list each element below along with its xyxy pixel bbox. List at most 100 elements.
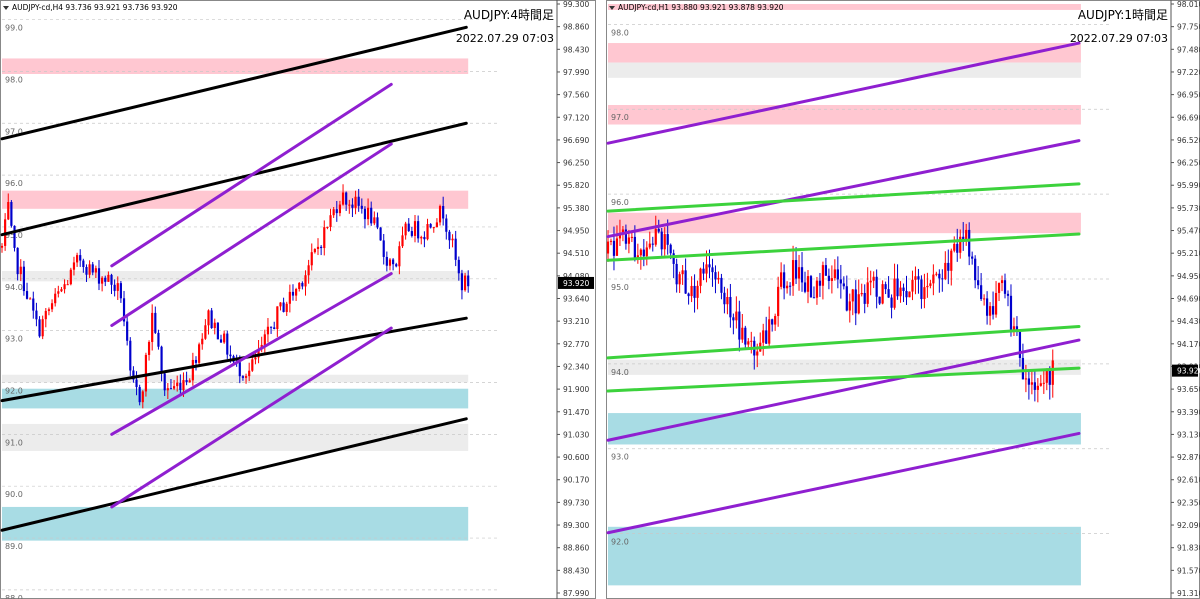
- candle-body: [624, 229, 628, 244]
- candle-body: [741, 327, 744, 340]
- candle-body: [935, 273, 938, 275]
- candle-body: [144, 354, 148, 392]
- trendline[interactable]: [606, 182, 1081, 213]
- candle-body: [285, 303, 288, 312]
- chart-frame: [0, 0, 596, 599]
- trendline[interactable]: [606, 366, 1081, 393]
- trendline[interactable]: [606, 139, 1081, 239]
- symbol-info: AUDJPY-cd,H4 93.736 93.921 93.736 93.920: [12, 3, 178, 12]
- h1-chart-panel[interactable]: 98.0 97.0 96.0 95.0 94.0 93.0 92.0 98.010 97.750…: [606, 0, 1200, 599]
- price-tick-label: 89.300: [563, 521, 589, 530]
- collapse-triangle-icon[interactable]: [609, 6, 615, 10]
- candle-body: [932, 274, 935, 284]
- candle-body: [857, 294, 860, 314]
- candle-body: [1039, 383, 1042, 386]
- candle-body: [618, 233, 622, 239]
- price-tick-label: 91.310: [1177, 589, 1200, 598]
- candle-body: [702, 268, 705, 274]
- neutral-zone: [2, 271, 469, 282]
- trendline[interactable]: [606, 41, 1081, 145]
- candle-body: [762, 330, 765, 343]
- trendline[interactable]: [0, 417, 468, 532]
- candle-body: [947, 262, 950, 271]
- trendline[interactable]: [110, 82, 393, 268]
- candle-body: [420, 236, 423, 239]
- candle-body: [956, 243, 959, 253]
- trendline[interactable]: [110, 142, 393, 327]
- candle-body: [32, 298, 35, 311]
- candle-body: [854, 289, 857, 314]
- level-label: 98.0: [611, 28, 629, 37]
- price-tick-label: 89.730: [563, 498, 589, 507]
- candle-body: [204, 325, 207, 339]
- h4-chart-svg[interactable]: 99.098.097.096.095.094.093.092.091.090.0…: [0, 0, 596, 599]
- candle-body: [1024, 378, 1028, 380]
- candle-body: [609, 240, 613, 242]
- candle-body: [941, 278, 944, 280]
- candle-body: [404, 223, 407, 236]
- candle-body: [60, 289, 63, 292]
- candle-body: [771, 319, 774, 325]
- price-tick-label: 91.030: [563, 430, 589, 439]
- candle-body: [965, 229, 968, 241]
- trendline[interactable]: [0, 25, 468, 141]
- candle-body: [693, 285, 696, 298]
- price-tick-label: 97.560: [563, 91, 589, 100]
- candle-body: [705, 264, 708, 274]
- candle-body: [738, 311, 741, 340]
- trendline[interactable]: [606, 325, 1081, 360]
- price-tick-label: 93.390: [1177, 408, 1200, 417]
- candle-body: [22, 266, 25, 292]
- candle-body: [717, 277, 720, 280]
- candle-body: [335, 209, 338, 214]
- h4-chart-panel[interactable]: 99.098.097.096.095.094.093.092.091.090.0…: [0, 0, 596, 599]
- h1-chart-svg[interactable]: 98.0 97.0 96.0 95.0 94.0 93.0 92.0 98.010 97.750…: [606, 0, 1200, 599]
- candle-body: [38, 319, 41, 337]
- level-label: 97.0: [611, 113, 629, 122]
- candle-body: [797, 267, 801, 279]
- trendline[interactable]: [606, 232, 1081, 262]
- neutral-zone: [608, 62, 1081, 78]
- chart-title: AUDJPY:4時間足: [464, 8, 554, 22]
- candle-body: [866, 282, 869, 304]
- candle-body: [991, 306, 995, 315]
- candle-body: [890, 297, 893, 308]
- candle-body: [188, 380, 191, 383]
- candle-body: [423, 236, 426, 240]
- candle-body: [194, 359, 198, 363]
- candle-body: [385, 256, 388, 266]
- trendline[interactable]: [606, 338, 1081, 442]
- candle-body: [154, 312, 157, 333]
- price-tick-label: 92.770: [563, 340, 589, 349]
- price-tick-label: 91.900: [563, 385, 589, 394]
- candle-body: [791, 260, 795, 286]
- candle-body: [1051, 360, 1054, 385]
- candle-body: [147, 341, 151, 355]
- candle-body: [1027, 378, 1030, 385]
- candle-body: [163, 373, 166, 391]
- candle-body: [229, 354, 232, 357]
- candle-body: [57, 291, 60, 294]
- candle-body: [884, 284, 887, 290]
- collapse-triangle-icon[interactable]: [3, 6, 9, 10]
- chart-title: AUDJPY:1時間足: [1078, 8, 1168, 22]
- candle-body: [968, 229, 971, 257]
- candle-body: [54, 293, 57, 304]
- trendline[interactable]: [110, 326, 393, 509]
- trendline[interactable]: [606, 431, 1081, 535]
- support-zone: [608, 526, 1081, 586]
- level-label: 88.0: [5, 594, 23, 599]
- candle-body: [812, 297, 816, 299]
- current-price-label: 93.920: [1177, 367, 1200, 376]
- price-tick-label: 94.510: [563, 249, 589, 258]
- price-tick-label: 92.870: [1177, 453, 1200, 462]
- candle-body: [44, 310, 47, 320]
- price-tick-label: 98.860: [563, 23, 589, 32]
- price-tick-label: 96.690: [563, 136, 589, 145]
- candle-body: [288, 291, 291, 304]
- trendline[interactable]: [110, 272, 393, 436]
- trendline[interactable]: [0, 121, 468, 237]
- candle-body: [994, 292, 998, 315]
- trendline[interactable]: [0, 316, 468, 403]
- candle-body: [657, 228, 660, 232]
